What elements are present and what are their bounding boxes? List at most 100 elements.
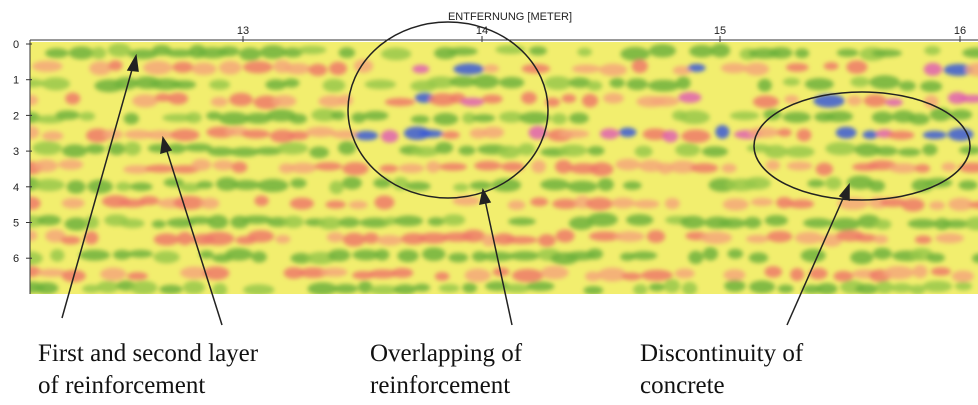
annotation-text: concrete [640, 372, 725, 399]
texture-blob [719, 218, 746, 229]
texture-blob [342, 162, 369, 175]
texture-blob [931, 267, 951, 276]
texture-blob [453, 183, 469, 191]
texture-blob [108, 60, 122, 70]
texture-blob [744, 63, 769, 76]
texture-blob [442, 131, 460, 139]
texture-blob [923, 131, 947, 139]
texture-blob [277, 142, 308, 154]
texture-blob [662, 130, 678, 142]
texture-blob [375, 249, 390, 260]
texture-blob [598, 268, 627, 282]
texture-blob [331, 111, 345, 120]
texture-blob [922, 144, 937, 156]
texture-blob [927, 253, 945, 263]
texture-blob [108, 43, 131, 57]
texture-blob [329, 181, 344, 194]
texture-blob [958, 180, 977, 190]
texture-blob [482, 127, 504, 138]
texture-blob [284, 63, 311, 74]
texture-blob [219, 112, 249, 125]
texture-blob [143, 61, 172, 75]
texture-blob [873, 248, 892, 260]
texture-blob [89, 61, 112, 75]
texture-blob [321, 268, 348, 277]
texture-blob [790, 268, 804, 281]
texture-blob [100, 268, 126, 281]
texture-blob [675, 268, 695, 278]
texture-blob [915, 235, 932, 244]
texture-blob [795, 48, 809, 58]
texture-blob [869, 75, 900, 89]
texture-blob [723, 269, 745, 281]
texture-blob [411, 115, 430, 123]
texture-blob [412, 65, 429, 74]
texture-blob [749, 252, 768, 263]
texture-blob [567, 181, 598, 193]
texture-blob [805, 78, 834, 90]
texture-blob [506, 236, 538, 244]
texture-blob [649, 283, 665, 291]
texture-blob [899, 81, 916, 91]
texture-blob [34, 160, 58, 172]
texture-blob [37, 215, 61, 226]
texture-blob [439, 163, 467, 171]
texture-blob [874, 146, 897, 156]
texture-blob [874, 219, 891, 229]
texture-blob [168, 93, 189, 105]
texture-blob [207, 215, 228, 229]
texture-blob [498, 146, 521, 159]
texture-blob [460, 97, 484, 106]
texture-blob [555, 160, 572, 174]
texture-blob [113, 250, 131, 260]
texture-blob [248, 230, 275, 242]
texture-blob [784, 146, 814, 158]
texture-blob [929, 201, 945, 210]
texture-blob [577, 48, 592, 57]
texture-blob [913, 265, 928, 278]
texture-blob [782, 112, 810, 123]
texture-blob [398, 164, 424, 173]
texture-blob [354, 59, 374, 73]
texture-blob [623, 181, 642, 190]
texture-blob [641, 270, 673, 281]
texture-blob [308, 282, 338, 295]
texture-blob [448, 47, 478, 56]
texture-blob [609, 78, 624, 88]
texture-blob [61, 236, 81, 245]
texture-blob [153, 251, 179, 263]
texture-blob [289, 114, 307, 124]
texture-blob [86, 144, 105, 154]
texture-blob [32, 61, 63, 72]
texture-blob [783, 78, 800, 86]
texture-blob [824, 62, 839, 70]
texture-blob [632, 59, 648, 73]
texture-blob [363, 233, 379, 244]
texture-blob [435, 272, 450, 281]
texture-blob [365, 80, 396, 90]
texture-blob [355, 131, 378, 141]
texture-blob [414, 284, 431, 292]
texture-blob [152, 220, 166, 228]
texture-blob [614, 231, 645, 241]
texture-blob [721, 163, 736, 172]
texture-blob [67, 180, 86, 193]
texture-blob [124, 142, 141, 156]
texture-blob [208, 147, 235, 156]
texture-blob [664, 279, 680, 293]
texture-blob [79, 250, 110, 261]
texture-blob [649, 44, 676, 57]
texture-blob [521, 92, 537, 104]
texture-blob [318, 217, 343, 230]
texture-blob [715, 125, 729, 139]
texture-blob [272, 95, 296, 107]
texture-blob [232, 162, 248, 173]
texture-blob [711, 44, 731, 58]
texture-blob [786, 63, 809, 72]
texture-blob [257, 179, 288, 192]
texture-blob [381, 130, 399, 143]
texture-blob [298, 46, 327, 54]
texture-blob [203, 232, 235, 246]
texture-blob [647, 230, 665, 243]
texture-blob [512, 269, 544, 282]
